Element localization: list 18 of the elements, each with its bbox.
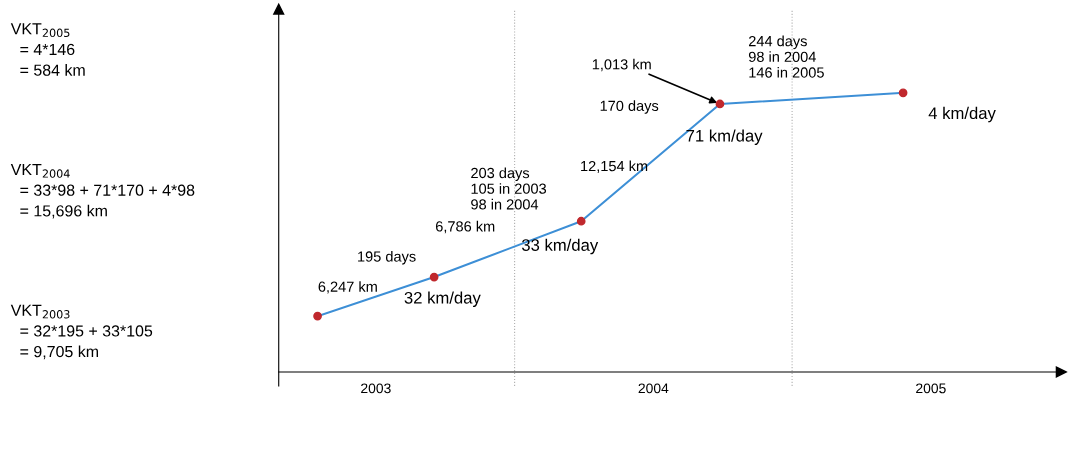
annotation: 32 km/day bbox=[404, 291, 481, 307]
text: 244 days 98 in 2004 146 in 2005 bbox=[748, 35, 824, 78]
x-tick-label: 2005 bbox=[916, 383, 946, 394]
annotation: 203 days 105 in 2003 98 in 2004 bbox=[471, 167, 547, 210]
text: VKT$_{2004}$ = 33*98 + 71*170 + 4*98 = 15,696 km bbox=[10, 163, 195, 219]
annotation: 4 km/day bbox=[928, 106, 996, 123]
annotation: 33 km/day bbox=[521, 238, 599, 255]
annotation: 6,786 km bbox=[435, 220, 495, 234]
x-tick-label: 2003 bbox=[361, 383, 391, 394]
x-tick-label: 2004 bbox=[638, 383, 669, 394]
text: VKT$_{2003}$ = 32*195 + 33*105 = 9,705 km bbox=[10, 304, 153, 360]
annotation: 170 days bbox=[600, 100, 659, 114]
annotation: 6,247 km bbox=[318, 281, 377, 294]
annotation: 71 km/day bbox=[686, 129, 763, 145]
text: VKT$_{2005}$ = 4*146 = 584 km bbox=[10, 23, 85, 76]
annotation: 12,154 km bbox=[581, 160, 648, 173]
annotation: 195 days bbox=[358, 250, 416, 265]
text: 1,013 km bbox=[592, 58, 651, 72]
